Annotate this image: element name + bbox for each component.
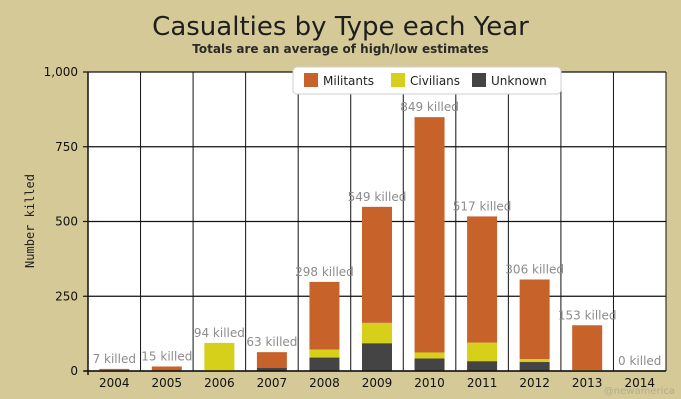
bar-militants — [151, 366, 182, 371]
data-label: 94 killed — [194, 326, 245, 340]
axes: 0 250 500 750 1,000 2004 2005 2006 2007 2008 2009 2… — [44, 65, 666, 390]
legend-label-civilians: Civilians — [410, 74, 460, 88]
bar-unknown — [414, 358, 445, 371]
bar-militants — [99, 368, 130, 371]
y-tick-label: 500 — [55, 215, 78, 229]
data-label: 15 killed — [141, 350, 192, 364]
credit-text: @newamerica — [603, 386, 675, 397]
data-label: 517 killed — [453, 199, 512, 213]
bars — [99, 117, 603, 372]
data-label: 153 killed — [558, 308, 617, 322]
x-tick-label: 2011 — [467, 376, 498, 390]
x-tick-label: 2014 — [624, 376, 655, 390]
data-label: 63 killed — [246, 335, 297, 349]
bar-unknown — [467, 361, 498, 371]
bar-civilians — [467, 342, 498, 362]
bar-unknown — [256, 368, 287, 371]
data-label: 549 killed — [348, 190, 407, 204]
data-label: 0 killed — [618, 354, 661, 368]
legend-label-militants: Militants — [323, 74, 374, 88]
legend-label-unknown: Unknown — [491, 74, 547, 88]
bar-militants — [572, 325, 603, 371]
bar-civilians — [519, 359, 550, 363]
legend-swatch-civilians — [391, 73, 405, 87]
x-tick-label: 2010 — [414, 376, 445, 390]
chart-title: Casualties by Type each Year — [152, 12, 529, 42]
y-tick-label: 1,000 — [44, 65, 78, 79]
x-tick-label: 2005 — [152, 376, 183, 390]
legend-swatch-unknown — [472, 73, 486, 87]
legend-swatch-militants — [304, 73, 318, 87]
y-tick-label: 750 — [55, 140, 78, 154]
y-tick-label: 250 — [55, 289, 78, 303]
data-label: 298 killed — [295, 265, 354, 279]
data-label: 7 killed — [93, 352, 136, 366]
bar-civilians — [362, 322, 392, 344]
x-tick-label: 2004 — [99, 376, 130, 390]
bar-civilians — [309, 349, 340, 358]
bar-civilians — [414, 352, 445, 359]
bar-unknown — [519, 362, 550, 371]
bar-militants — [467, 216, 498, 343]
bar-militants — [362, 206, 392, 323]
bar-militants — [519, 279, 550, 360]
x-tick-label: 2007 — [257, 376, 288, 390]
bar-militants — [309, 281, 340, 350]
y-axis-label: Number killed — [23, 174, 37, 268]
data-label: 849 killed — [400, 100, 459, 114]
bar-unknown — [309, 357, 340, 371]
bar-unknown — [362, 343, 392, 371]
chart-subtitle: Totals are an average of high/low estima… — [192, 42, 489, 56]
x-tick-label: 2009 — [362, 376, 393, 390]
legend: Militants Civilians Unknown — [292, 66, 562, 95]
bar-militants — [256, 352, 287, 369]
bar-militants — [414, 117, 445, 353]
data-label: 306 killed — [505, 263, 564, 277]
legend-box — [292, 66, 562, 95]
x-tick-label: 2013 — [572, 376, 603, 390]
x-tick-label: 2006 — [204, 376, 235, 390]
x-tick-label: 2012 — [519, 376, 550, 390]
bar-civilians — [204, 342, 235, 371]
y-tick-label: 0 — [70, 364, 78, 378]
x-tick-label: 2008 — [309, 376, 340, 390]
